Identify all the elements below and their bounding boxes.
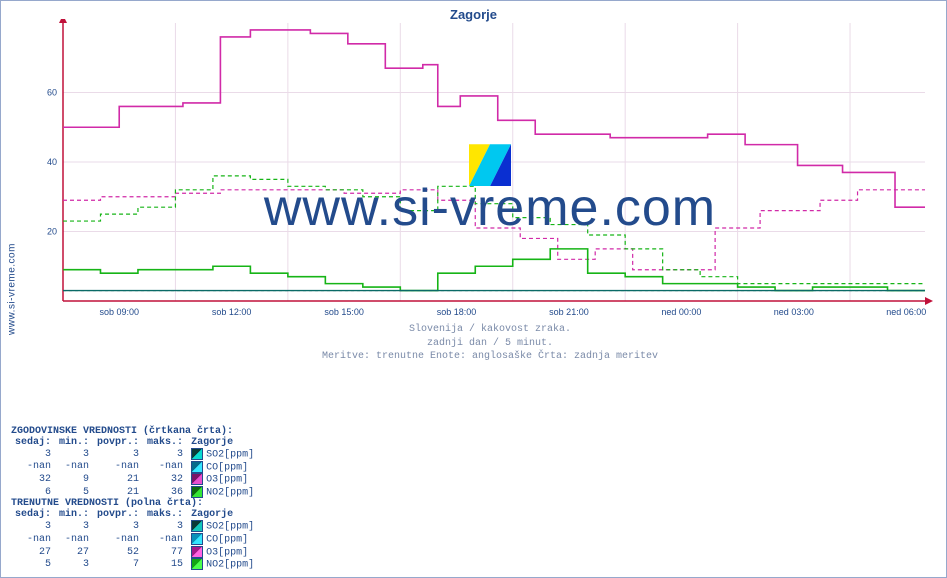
svg-text:sob 18:00: sob 18:00 [437,307,477,317]
svg-text:ned 00:00: ned 00:00 [661,307,701,317]
chart-frame: www.si-vreme.com Zagorje 204060sob 09:00… [0,0,947,578]
svg-text:sob 12:00: sob 12:00 [212,307,252,317]
data-tables: ZGODOVINSKE VREDNOSTI (črtkana črta):sed… [11,426,258,571]
svg-text:sob 09:00: sob 09:00 [99,307,139,317]
svg-text:sob 21:00: sob 21:00 [549,307,589,317]
source-link[interactable]: www.si-vreme.com [7,243,18,335]
svg-text:sob 15:00: sob 15:00 [324,307,364,317]
svg-text:ned 03:00: ned 03:00 [774,307,814,317]
svg-text:20: 20 [47,227,57,237]
chart-area: 20 40 60 sob 09:00 sob 12:00 sob 15:00 sob 18:… [41,19,939,364]
line-chart: 20 40 60 sob 09:00 sob 12:00 sob 15:00 sob 18:… [41,19,939,321]
chart-subtitle: Slovenija / kakovost zraka.zadnji dan / … [41,323,939,364]
svg-text:60: 60 [47,88,57,98]
svg-text:40: 40 [47,157,57,167]
svg-text:ned 06:00: ned 06:00 [886,307,926,317]
